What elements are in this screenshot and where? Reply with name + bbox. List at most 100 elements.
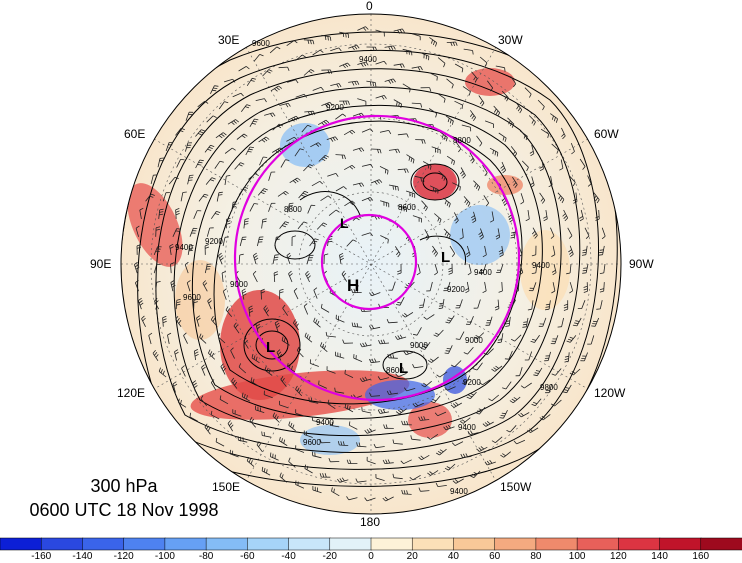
wind-barb-flag (599, 255, 603, 256)
wind-barb-flag (346, 33, 347, 37)
colorbar-swatch (371, 538, 413, 550)
colorbar-swatch (165, 538, 207, 550)
center-low: L (340, 215, 349, 231)
wind-barb-flag (289, 203, 293, 204)
center-low: L (441, 249, 450, 266)
wind-barb-flag (276, 239, 280, 240)
wind-barb-flag (345, 370, 346, 374)
contour-label: 9400 (450, 487, 468, 496)
wind-barb-flag (319, 381, 320, 385)
lon-label-bottom: 180 (360, 515, 380, 529)
wind-barb-flag (177, 229, 181, 230)
colorbar-tick-label: -100 (155, 551, 175, 562)
wind-barb-flag (398, 187, 399, 191)
contour-label: 9200 (463, 378, 481, 387)
wind-barb-flag (270, 453, 271, 457)
title-level: 300 hPa (10, 474, 238, 498)
colorbar-tick-label: 140 (651, 551, 668, 562)
colorbar-swatch (124, 538, 166, 550)
contour-label: 9800 (540, 383, 558, 392)
contour-label: 8600 (398, 203, 416, 212)
contour-label: 9000 (465, 336, 483, 345)
contour-label: 8800 (453, 136, 471, 145)
lon-label-120e: 120E (117, 386, 145, 400)
colorbar-tick-label: 160 (692, 551, 709, 562)
colorbar-swatch (412, 538, 454, 550)
wind-barb-flag (436, 189, 437, 193)
wind-barb-flag (522, 327, 526, 328)
colorbar-tick-label: 80 (530, 551, 541, 562)
lon-label-left: 90E (90, 257, 111, 271)
colorbar-tick-label: -60 (240, 551, 254, 562)
wind-barb-flag (181, 159, 185, 160)
colorbar-swatch (495, 538, 537, 550)
wind-barb-flag (433, 188, 434, 192)
colorbar-tick-label: 20 (407, 551, 418, 562)
wind-barb-flag (262, 432, 263, 436)
map-title: 300 hPa 0600 UTC 18 Nov 1998 (10, 474, 238, 522)
wind-barb-flag (437, 77, 438, 81)
title-time: 0600 UTC 18 Nov 1998 (10, 498, 238, 522)
wind-barb (336, 155, 345, 156)
contour-label: 9600 (183, 293, 201, 302)
wind-barb-flag (328, 36, 329, 40)
wind-barb-flag (264, 432, 265, 436)
wind-barb-flag (446, 351, 450, 352)
colorbar-swatch (0, 538, 42, 550)
lon-label-60e: 60E (124, 127, 145, 141)
contour-label: 9600 (252, 39, 270, 48)
wind-barb-flag (445, 353, 449, 354)
wind-barb-flag (498, 340, 502, 341)
contour-label: 9400 (532, 261, 550, 270)
colorbar-tick-label: 120 (610, 551, 627, 562)
colorbar-tick-label: -20 (323, 551, 337, 562)
contour-label: 9200 (326, 103, 344, 112)
lon-label-150w: 150W (500, 480, 531, 494)
wind-barb-flag (600, 250, 604, 251)
contour-label: 9400 (359, 55, 377, 64)
lon-label-30e: 30E (218, 33, 239, 47)
contour-label: 9200 (447, 285, 465, 294)
contour-label: 9200 (205, 237, 223, 246)
colorbar-swatch (577, 538, 619, 550)
colorbar-tick-label: 40 (448, 551, 459, 562)
lon-label-right: 90W (629, 257, 654, 271)
lon-label-top: 0 (366, 0, 373, 13)
lon-label-60w: 60W (594, 127, 619, 141)
colorbar-swatch (618, 538, 660, 550)
wind-barb-flag (505, 68, 506, 72)
colorbar-swatch (330, 538, 372, 550)
contour-label: 8800 (284, 205, 302, 214)
wind-barb (412, 103, 421, 104)
contour-label: 9400 (458, 423, 476, 432)
colorbar-swatch (41, 538, 83, 550)
colorbar-tick-label: -80 (199, 551, 213, 562)
colorbar-swatch (701, 538, 742, 550)
wind-barb-flag (183, 192, 187, 193)
contour-label: 8600 (386, 366, 404, 375)
colorbar-swatch (536, 538, 578, 550)
wind-barb-flag (274, 260, 278, 261)
contour-label: 9000 (410, 341, 428, 350)
wind-barb-flag (218, 195, 222, 196)
colorbar-swatch (660, 538, 702, 550)
colorbar-swatch (206, 538, 248, 550)
wind-barb-flag (421, 178, 422, 182)
contour-label: 9000 (230, 280, 248, 289)
center-high: H (347, 276, 359, 295)
wind-barb-flag (523, 324, 527, 325)
wind-barb-flag (219, 192, 223, 193)
colorbar-tick-label: 60 (489, 551, 500, 562)
colorbar-tick-label: 0 (368, 551, 374, 562)
colorbar-tick-label: -40 (281, 551, 295, 562)
wind-barb (304, 40, 313, 41)
wind-barb (518, 282, 519, 291)
lon-label-120w: 120W (594, 386, 625, 400)
center-low: L (266, 339, 275, 356)
wind-barb-flag (275, 255, 279, 256)
wind-barb-flag (176, 231, 180, 232)
wind-barb-flag (325, 36, 326, 40)
colorbar-tick-label: -120 (114, 551, 134, 562)
colorbar-swatch (247, 538, 289, 550)
